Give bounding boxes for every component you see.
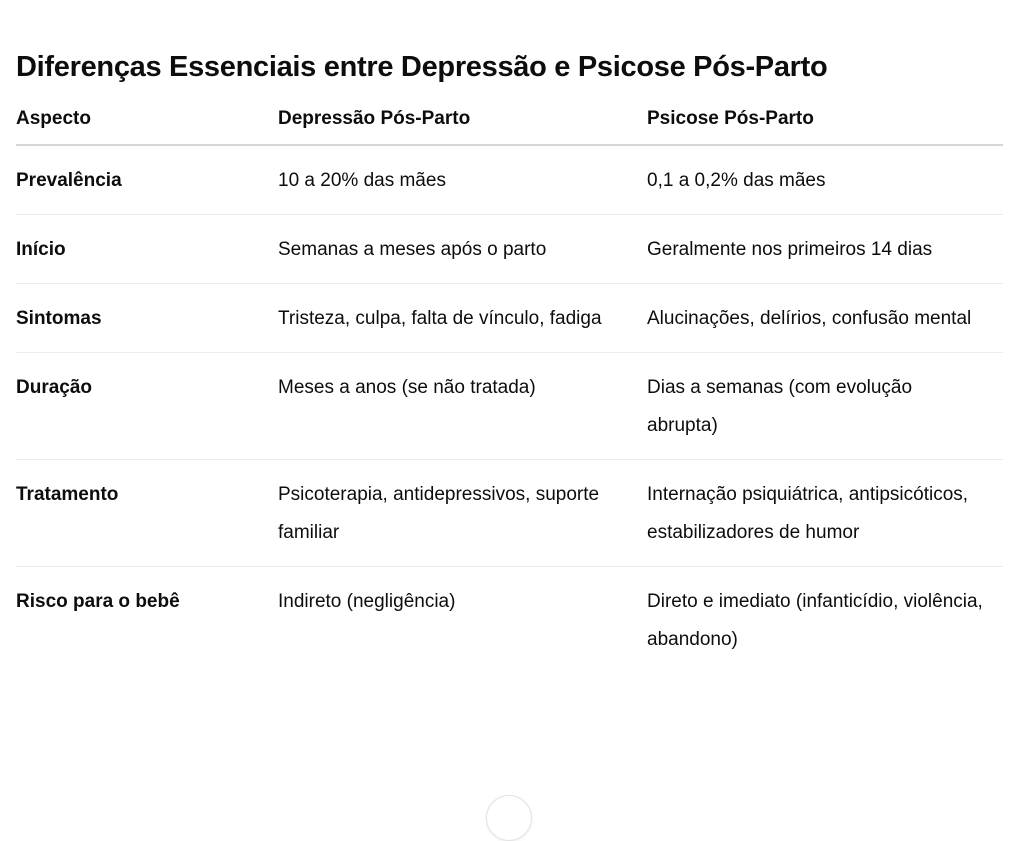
cell-psicose: Direto e imediato (infanticídio, violênc… [647, 591, 983, 650]
column-header-psicose: Psicose Pós-Parto [647, 100, 1003, 146]
row-label: Sintomas [16, 283, 278, 353]
cell-psicose: Internação psiquiátrica, antipsicóticos,… [647, 459, 1003, 567]
cell-psicose: 0,1 a 0,2% das mães [647, 145, 1003, 215]
cell-depressao: Semanas a meses após o parto [278, 214, 647, 284]
cell-depressao: Psicoterapia, antidepressivos, suporte f… [278, 459, 647, 567]
comparison-table-container: Aspecto Depressão Pós-Parto Psicose Pós-… [16, 100, 1003, 673]
row-label: Início [16, 214, 278, 284]
cell-depressao: Indireto (negligência) [278, 591, 456, 612]
table-row: Sintomas Tristeza, culpa, falta de víncu… [16, 283, 1003, 353]
row-label: Risco para o bebê [16, 591, 180, 612]
scroll-down-button[interactable] [486, 795, 532, 841]
table-row: Prevalência 10 a 20% das mães 0,1 a 0,2%… [16, 145, 1003, 215]
table-header-row: Aspecto Depressão Pós-Parto Psicose Pós-… [16, 100, 1003, 146]
row-label: Duração [16, 352, 278, 460]
cell-psicose: Alucinações, delírios, confusão mental [647, 283, 1003, 353]
table-row: Início Semanas a meses após o parto Gera… [16, 214, 1003, 284]
table-row: Tratamento Psicoterapia, antidepressivos… [16, 459, 1003, 567]
column-header-depressao: Depressão Pós-Parto [278, 100, 647, 146]
column-header-aspecto: Aspecto [16, 100, 278, 146]
cell-depressao: Meses a anos (se não tratada) [278, 352, 647, 460]
cell-depressao: 10 a 20% das mães [278, 145, 647, 215]
row-label: Tratamento [16, 459, 278, 567]
table-row: Duração Meses a anos (se não tratada) Di… [16, 352, 1003, 460]
cell-depressao: Tristeza, culpa, falta de vínculo, fadig… [278, 283, 647, 353]
page-title: Diferenças Essenciais entre Depressão e … [16, 51, 828, 83]
row-label: Prevalência [16, 145, 278, 215]
table-row: Risco para o bebê Indireto (negligência)… [16, 567, 1003, 674]
cell-psicose: Dias a semanas (com evolução abrupta) [647, 352, 1003, 460]
comparison-table: Aspecto Depressão Pós-Parto Psicose Pós-… [16, 100, 1003, 673]
cell-psicose: Geralmente nos primeiros 14 dias [647, 214, 1003, 284]
